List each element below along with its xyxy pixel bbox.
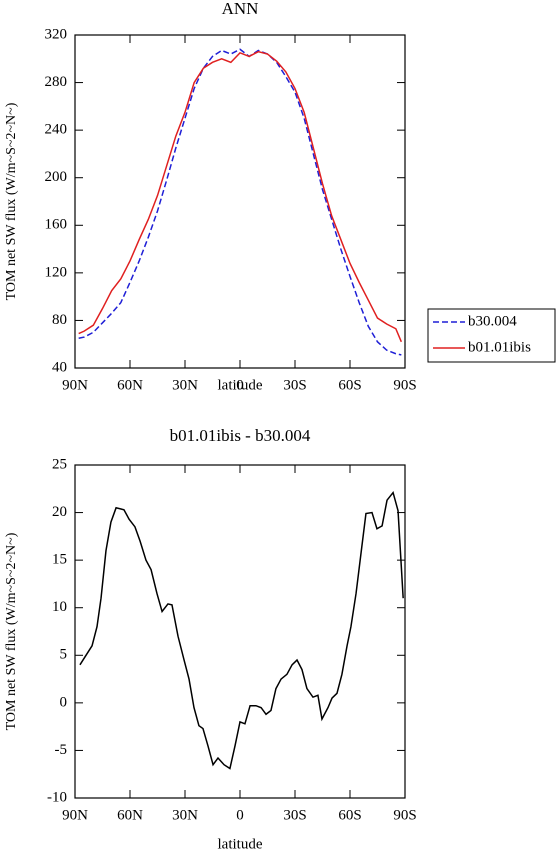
y-tick-label: 40 bbox=[52, 359, 67, 375]
y-axis-label: TOM net SW flux (W/m~S~2~N~) bbox=[4, 102, 19, 300]
x-tick-label: 90S bbox=[393, 807, 416, 823]
y-axis-label: TOM net SW flux (W/m~S~2~N~) bbox=[4, 532, 19, 730]
y-tick-label: 280 bbox=[45, 74, 68, 90]
x-axis-label: latitude bbox=[218, 377, 263, 393]
y-tick-label: 240 bbox=[45, 122, 68, 138]
series-line bbox=[79, 490, 404, 770]
y-tick-label: 0 bbox=[60, 694, 68, 710]
legend-label: b30.004 bbox=[468, 313, 517, 329]
x-tick-label: 90N bbox=[62, 807, 88, 823]
x-axis-label: latitude bbox=[218, 836, 263, 851]
y-tick-label: -5 bbox=[55, 742, 68, 758]
x-tick-label: 60N bbox=[117, 807, 143, 823]
x-tick-label: 30S bbox=[283, 807, 306, 823]
y-tick-label: 20 bbox=[52, 504, 67, 520]
legend-label: b01.01ibis bbox=[468, 339, 531, 355]
y-tick-label: 320 bbox=[45, 26, 68, 42]
x-tick-label: 30S bbox=[283, 377, 306, 393]
x-tick-label: 60S bbox=[338, 377, 361, 393]
series-line bbox=[78, 48, 402, 356]
chart-title: b01.01ibis - b30.004 bbox=[170, 426, 311, 445]
x-tick-label: 60S bbox=[338, 807, 361, 823]
y-tick-label: 5 bbox=[60, 647, 68, 663]
x-tick-label: 30N bbox=[172, 807, 198, 823]
plot-frame bbox=[74, 34, 406, 369]
y-tick-label: 25 bbox=[52, 456, 67, 472]
x-tick-label: 0 bbox=[236, 807, 244, 823]
series-line bbox=[78, 50, 403, 343]
x-tick-label: 90N bbox=[62, 377, 88, 393]
y-tick-label: -10 bbox=[47, 789, 67, 805]
x-tick-label: 90S bbox=[393, 377, 416, 393]
y-tick-label: 200 bbox=[45, 169, 68, 185]
y-tick-label: 15 bbox=[52, 552, 67, 568]
x-tick-label: 0 bbox=[236, 377, 244, 393]
legend-box bbox=[427, 308, 556, 363]
y-tick-label: 80 bbox=[52, 312, 67, 328]
plot-frame bbox=[74, 464, 406, 799]
chart-title: ANN bbox=[222, 0, 259, 18]
y-tick-label: 10 bbox=[52, 599, 67, 615]
x-tick-label: 60N bbox=[117, 377, 143, 393]
y-tick-label: 120 bbox=[45, 264, 68, 280]
y-tick-label: 160 bbox=[45, 217, 68, 233]
x-tick-label: 30N bbox=[172, 377, 198, 393]
